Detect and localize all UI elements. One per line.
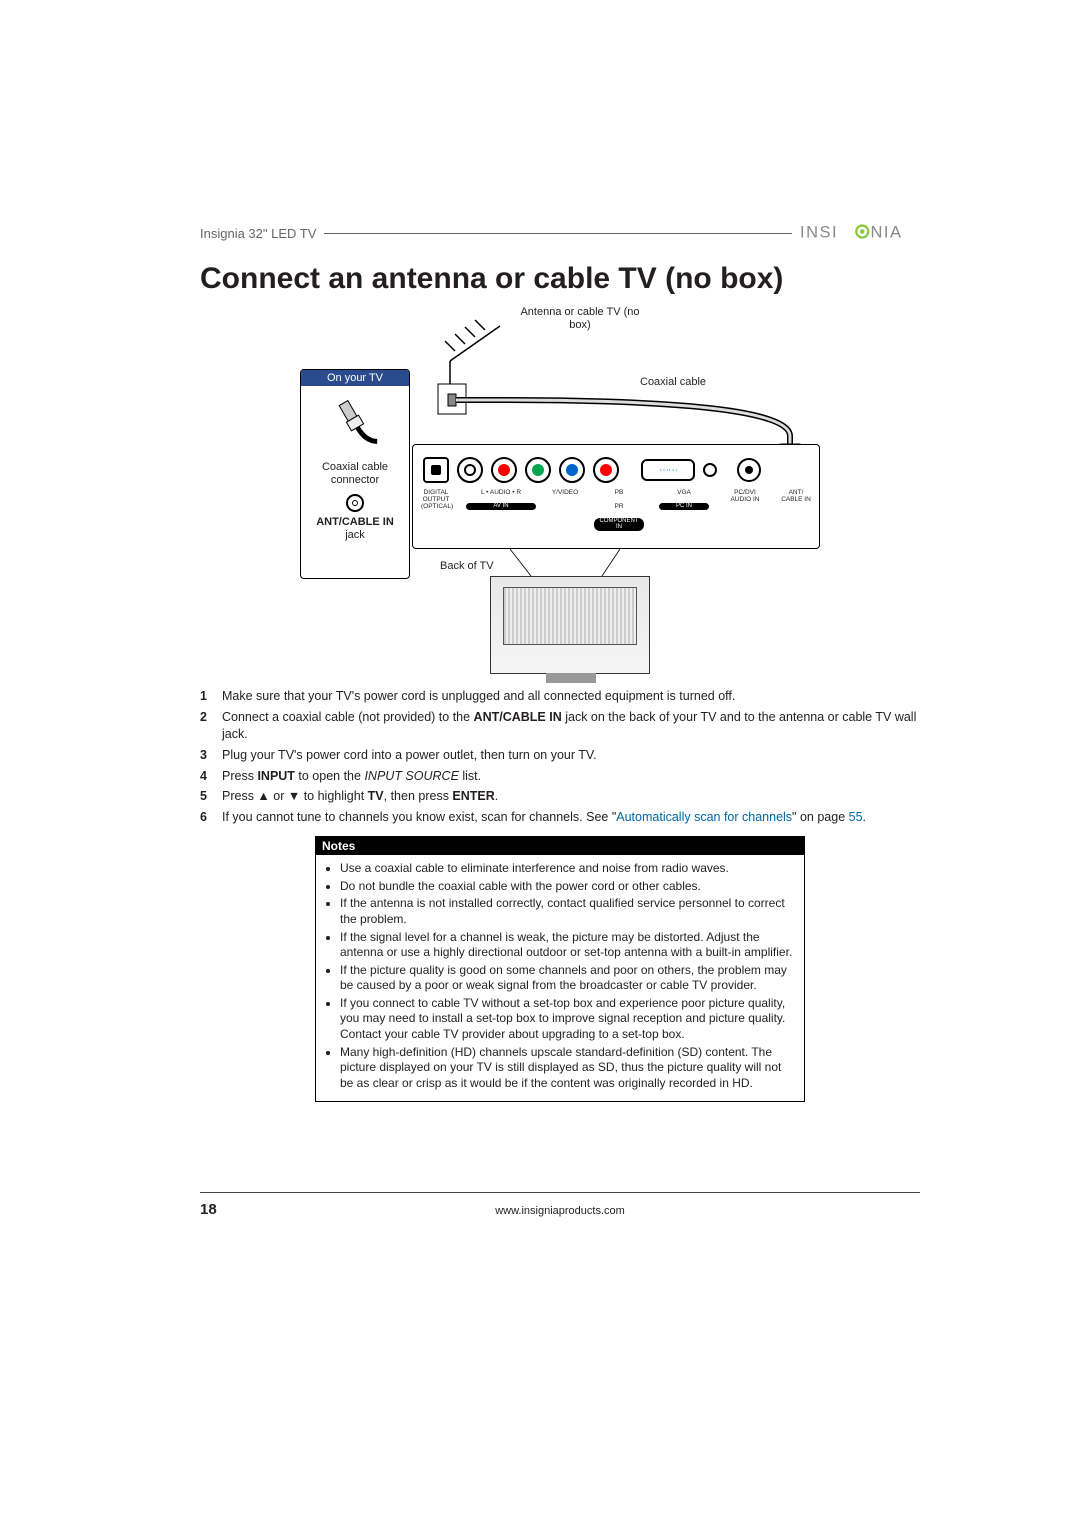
page-number: 18: [200, 1201, 217, 1218]
note-item: If you connect to cable TV without a set…: [340, 996, 794, 1043]
on-your-tv-title: On your TV: [301, 370, 409, 386]
coax-cable-label: Coaxial cable: [640, 376, 706, 388]
pr-port-icon: [593, 457, 619, 483]
page-title: Connect an antenna or cable TV (no box): [200, 262, 920, 296]
note-item: If the antenna is not installed correctl…: [340, 896, 794, 927]
ant-cable-port-icon: [737, 458, 761, 482]
audio-r-port-icon: [491, 457, 517, 483]
optical-port-icon: [423, 457, 449, 483]
coax-plug-icon: [330, 394, 380, 452]
notes-list: Use a coaxial cable to eliminate interfe…: [316, 855, 804, 1101]
tv-back-panel: DIGITAL OUTPUT (OPTICAL) L • AUDIO • R A…: [412, 444, 820, 549]
page-header: Insignia 32" LED TV INSI NIA: [200, 222, 920, 244]
note-item: Many high-definition (HD) channels upsca…: [340, 1045, 794, 1092]
notes-header: Notes: [316, 837, 804, 855]
footer-url: www.insigniaproducts.com: [200, 1205, 920, 1217]
step-2: Connect a coaxial cable (not provided) t…: [200, 709, 920, 743]
step-5: Press ▲ or ▼ to highlight TV, then press…: [200, 788, 920, 805]
note-item: If the picture quality is good on some c…: [340, 963, 794, 994]
svg-text:NIA: NIA: [871, 224, 903, 242]
yvideo-label: Y/VIDEO: [551, 489, 579, 531]
product-name: Insignia 32" LED TV: [200, 226, 316, 241]
ant-jack-icon: [346, 494, 364, 512]
instruction-steps: Make sure that your TV's power cord is u…: [200, 688, 920, 826]
pc-audio-port-icon: [703, 463, 717, 477]
vga-label-group: VGA PC IN: [659, 489, 709, 531]
connection-diagram: Antenna or cable TV (no box) Coaxial cab…: [300, 306, 820, 676]
step-6: If you cannot tune to channels you know …: [200, 809, 920, 826]
port-labels-row: DIGITAL OUTPUT (OPTICAL) L • AUDIO • R A…: [413, 483, 819, 531]
step-3: Plug your TV's power cord into a power o…: [200, 747, 920, 764]
page-footer: 18 www.insigniaproducts.com: [200, 1192, 920, 1217]
back-of-tv-label: Back of TV: [440, 560, 494, 572]
ant-cable-in-label: ANT/CABLE IN jack: [305, 516, 405, 541]
antenna-label: Antenna or cable TV (no box): [520, 306, 640, 332]
note-item: Do not bundle the coaxial cable with the…: [340, 879, 794, 895]
port-row: [413, 445, 819, 483]
header-rule: [324, 233, 792, 234]
audio-label-group: L • AUDIO • R AV IN: [466, 489, 536, 531]
pb-port-icon: [559, 457, 585, 483]
component-label-group: PB PR COMPONENT IN: [594, 489, 644, 531]
y-video-port-icon: [525, 457, 551, 483]
svg-text:INSI: INSI: [800, 224, 838, 242]
step-1: Make sure that your TV's power cord is u…: [200, 688, 920, 705]
page-content: Insignia 32" LED TV INSI NIA Connect an …: [200, 222, 920, 1102]
note-item: Use a coaxial cable to eliminate interfe…: [340, 861, 794, 877]
coax-connector-label: Coaxial cable connector: [305, 461, 405, 486]
ant-label: ANT/ CABLE IN: [781, 489, 811, 531]
audio-l-port-icon: [457, 457, 483, 483]
tv-back-illustration: [490, 576, 650, 674]
note-item: If the signal level for a channel is wea…: [340, 930, 794, 961]
notes-box: Notes Use a coaxial cable to eliminate i…: [315, 836, 805, 1102]
on-your-tv-box: On your TV Coaxial cable connector ANT/C…: [300, 369, 410, 579]
pcaudio-label: PC/DVI AUDIO IN: [724, 489, 766, 531]
optical-label: DIGITAL OUTPUT (OPTICAL): [421, 489, 451, 531]
vga-port-icon: [641, 459, 695, 481]
step-4: Press INPUT to open the INPUT SOURCE lis…: [200, 768, 920, 785]
brand-logo: INSI NIA: [800, 222, 920, 244]
